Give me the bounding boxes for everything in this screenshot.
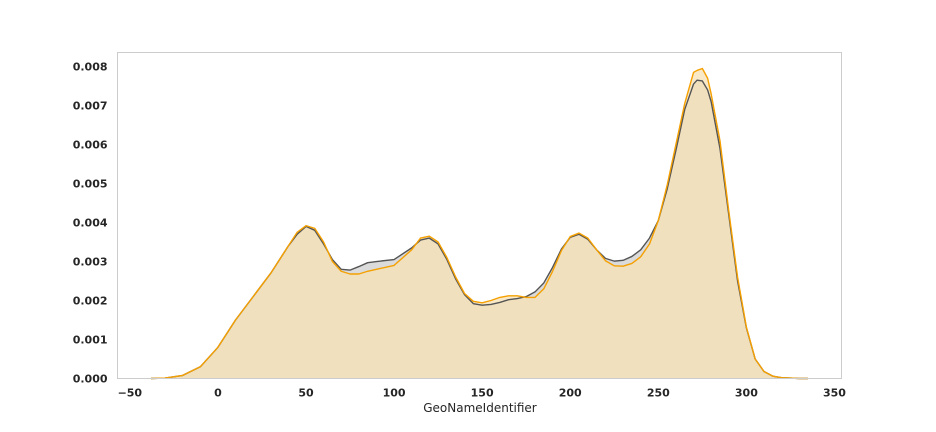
x-tick-label: 50	[298, 387, 314, 400]
x-tick-labels: −50 0 50 100 150 200 250 300 350	[118, 387, 847, 400]
series-1-area	[150, 68, 809, 379]
x-axis-label: GeoNameIdentifier	[423, 401, 537, 415]
y-tick-label: 0.002	[73, 295, 108, 308]
y-tick-label: 0.006	[73, 139, 108, 152]
y-tick-label: 0.004	[73, 217, 108, 230]
x-tick-label: −50	[118, 387, 143, 400]
y-tick-label: 0.008	[73, 61, 108, 74]
series-layer	[150, 67, 809, 380]
y-tick-labels: 0.000 0.001 0.002 0.003 0.004 0.005 0.006 0.007…	[73, 61, 108, 386]
y-tick-label: 0.001	[73, 334, 108, 347]
x-tick-label: 250	[647, 387, 670, 400]
y-tick-label: 0.003	[73, 256, 108, 269]
x-tick-label: 300	[735, 387, 758, 400]
y-tick-label: 0.000	[73, 373, 108, 386]
x-tick-label: 0	[214, 387, 222, 400]
plot-frame	[117, 52, 842, 379]
x-tick-label: 200	[559, 387, 582, 400]
y-tick-label: 0.007	[73, 100, 108, 113]
x-tick-label: 350	[823, 387, 846, 400]
series-0-line	[150, 79, 809, 380]
x-tick-label: 100	[383, 387, 406, 400]
y-tick-label: 0.005	[73, 178, 108, 191]
x-tick-label: 150	[471, 387, 494, 400]
series-1-line	[150, 67, 809, 380]
